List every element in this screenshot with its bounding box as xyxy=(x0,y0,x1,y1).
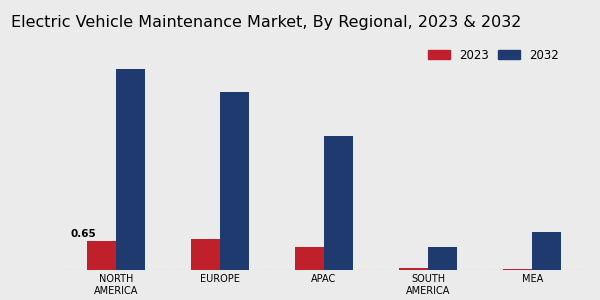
Bar xyxy=(399,268,428,270)
Bar xyxy=(428,247,457,270)
Text: 0.65: 0.65 xyxy=(70,230,96,239)
Text: Electric Vehicle Maintenance Market, By Regional, 2023 & 2032: Electric Vehicle Maintenance Market, By … xyxy=(11,15,521,30)
Bar xyxy=(532,232,561,270)
Bar xyxy=(220,92,249,270)
Bar xyxy=(116,69,145,270)
Legend: 2023, 2032: 2023, 2032 xyxy=(424,44,563,67)
Bar xyxy=(503,269,532,270)
Bar xyxy=(295,247,324,270)
Bar xyxy=(324,136,353,270)
Bar xyxy=(191,239,220,270)
Bar xyxy=(87,241,116,270)
